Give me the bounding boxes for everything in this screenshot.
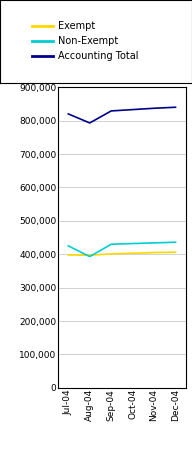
Legend: Exempt, Non-Exempt, Accounting Total: Exempt, Non-Exempt, Accounting Total [28, 17, 142, 65]
